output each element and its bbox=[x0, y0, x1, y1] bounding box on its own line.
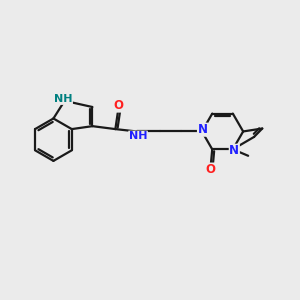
Text: O: O bbox=[113, 99, 123, 112]
Text: NH: NH bbox=[129, 131, 147, 141]
Text: N: N bbox=[229, 144, 239, 157]
Text: O: O bbox=[206, 163, 216, 176]
Text: NH: NH bbox=[54, 94, 72, 104]
Text: N: N bbox=[197, 123, 208, 136]
